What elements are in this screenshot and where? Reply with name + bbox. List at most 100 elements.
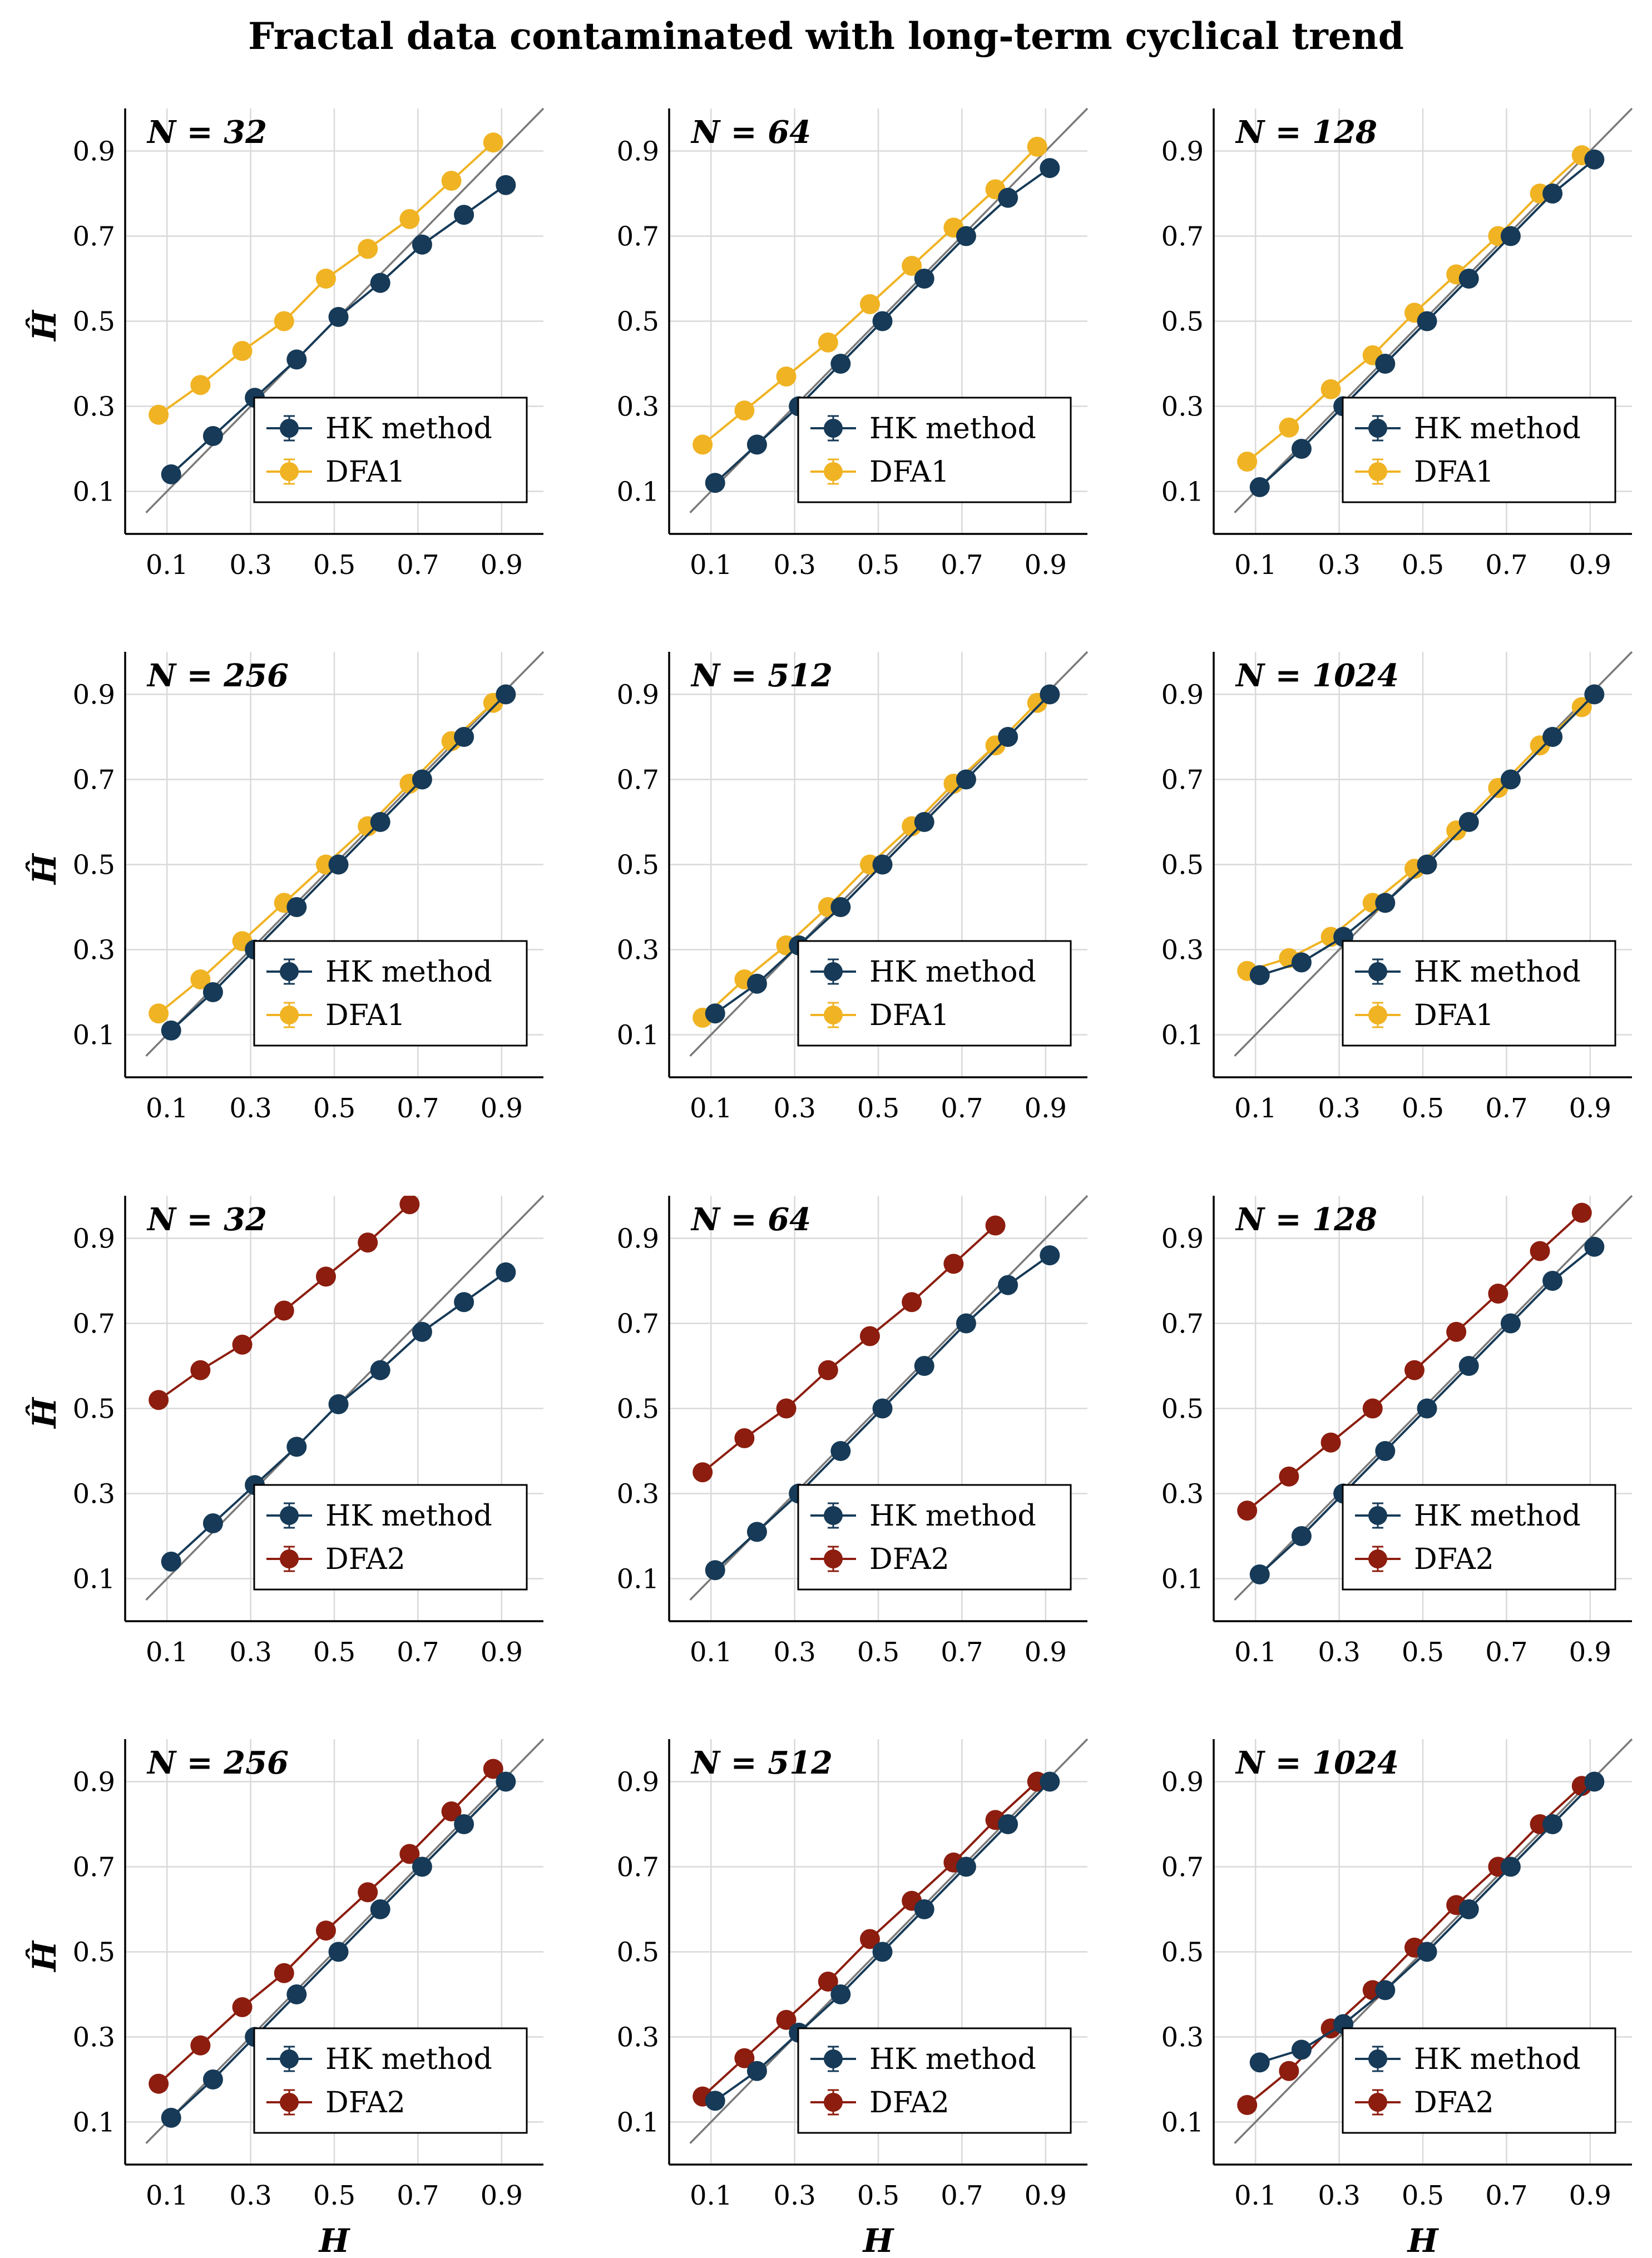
data-point	[286, 349, 307, 370]
legend-label: DFA1	[869, 999, 949, 1032]
data-point	[1291, 2039, 1312, 2060]
y-tick-label: 0.5	[1161, 850, 1204, 881]
legend-marker	[824, 2049, 843, 2068]
legend-label: HK method	[869, 1499, 1036, 1533]
data-point	[746, 434, 767, 455]
x-tick-label: 0.3	[1318, 2180, 1360, 2211]
y-tick-label: 0.1	[1161, 1020, 1204, 1051]
legend-label: DFA1	[325, 455, 405, 489]
data-point	[370, 812, 390, 832]
legend-box	[797, 397, 1072, 503]
y-tick-label: 0.7	[617, 1852, 659, 1883]
y-tick-label: 0.7	[73, 765, 115, 796]
y-tick-label: 0.5	[73, 850, 115, 881]
data-area	[693, 136, 1060, 493]
y-tick-label: 0.9	[617, 1224, 659, 1255]
data-point	[399, 1196, 420, 1215]
data-point	[830, 1984, 851, 2004]
data-point	[1237, 2094, 1258, 2115]
legend-marker	[1368, 962, 1387, 981]
data-point	[190, 2035, 211, 2056]
panel-5: 0.1 0.3 0.5 0.7 0.9 0.1 0.3 0.5 0.7 0.9 N = 512 HK …	[617, 651, 1089, 1124]
x-tick-label: 0.1	[690, 1093, 732, 1124]
y-tick-label: 0.9	[617, 136, 659, 167]
x-tick-label: 0.7	[1485, 549, 1527, 581]
x-tick-label: 0.1	[690, 2180, 732, 2211]
panel-grid: 0.1 0.3 0.5 0.7 0.9 0.1 0.3 0.5 0.7 0.9 N = 32 HK m…	[26, 107, 1633, 2258]
x-tick-label: 0.5	[1402, 2180, 1444, 2211]
data-point	[315, 269, 336, 289]
x-tick-label: 0.1	[146, 549, 188, 581]
x-tick-label: 0.5	[313, 1637, 355, 1668]
y-tick-label: 0.9	[617, 680, 659, 711]
data-point	[914, 269, 934, 289]
data-point	[1530, 1241, 1550, 1261]
data-point	[746, 973, 767, 994]
legend-label: DFA1	[325, 999, 405, 1032]
y-tick-label: 0.3	[73, 935, 115, 966]
data-point	[1446, 1321, 1467, 1342]
x-tick-label: 0.9	[481, 1093, 523, 1124]
data-point	[328, 1942, 349, 1962]
data-point	[1375, 893, 1396, 913]
data-point	[914, 1356, 934, 1376]
data-point	[1458, 1899, 1479, 1919]
y-tick-label: 0.1	[73, 1020, 115, 1051]
data-point	[1542, 1271, 1563, 1291]
y-tick-label: 0.7	[617, 1309, 659, 1340]
data-point	[274, 311, 294, 331]
data-point	[1458, 812, 1479, 832]
data-point	[902, 256, 922, 276]
data-area	[1237, 145, 1605, 497]
legend-marker	[280, 462, 299, 481]
y-tick-label: 0.9	[1161, 136, 1204, 167]
legend-marker	[280, 962, 299, 981]
y-tick-label: 0.5	[617, 306, 659, 338]
legend-label: HK method	[869, 412, 1036, 445]
x-tick-label: 0.9	[481, 549, 523, 581]
x-tick-label: 0.5	[313, 2180, 355, 2211]
identity-line	[1234, 1738, 1633, 2144]
panel-label: N = 64	[690, 114, 811, 151]
data-point	[1584, 684, 1605, 705]
y-tick-label: 0.7	[617, 765, 659, 796]
y-tick-label: 0.5	[73, 1394, 115, 1425]
x-tick-label: 0.3	[229, 1637, 271, 1668]
data-point	[818, 332, 838, 353]
data-point	[274, 1963, 294, 1983]
legend: HK method DFA2	[253, 1484, 528, 1591]
y-axis-label: Ĥ	[26, 309, 63, 342]
y-tick-label: 0.1	[617, 1020, 659, 1051]
y-tick-label: 0.3	[1161, 2022, 1204, 2053]
data-area	[149, 684, 516, 1041]
data-point	[370, 1899, 390, 1919]
y-tick-label: 0.1	[1161, 1564, 1204, 1595]
data-point	[412, 1856, 432, 1877]
data-point	[1291, 952, 1312, 973]
data-point	[818, 1360, 838, 1380]
legend-marker	[1368, 419, 1387, 438]
legend-label: DFA2	[1414, 2086, 1494, 2120]
legend: HK method DFA1	[1342, 397, 1616, 503]
legend-box	[253, 940, 528, 1047]
data-point	[859, 1326, 880, 1346]
x-tick-label: 0.5	[1402, 549, 1444, 581]
y-tick-label: 0.3	[617, 935, 659, 966]
y-tick-label: 0.5	[73, 306, 115, 338]
legend-label: DFA2	[325, 1543, 405, 1576]
legend-box	[797, 940, 1072, 1047]
y-tick-label: 0.9	[617, 1767, 659, 1798]
x-tick-label: 0.7	[1485, 1637, 1527, 1668]
legend-label: HK method	[1414, 955, 1581, 989]
x-tick-label: 0.1	[690, 1637, 732, 1668]
panel-label: N = 256	[146, 1745, 289, 1781]
panel-8: 0.1 0.3 0.5 0.7 0.9 0.1 0.3 0.5 0.7 0.9 N = 64 HK m…	[617, 1195, 1089, 1668]
y-tick-label: 0.3	[1161, 935, 1204, 966]
data-point	[872, 311, 893, 331]
panel-label: N = 1024	[1235, 1745, 1399, 1781]
y-tick-label: 0.1	[617, 2107, 659, 2138]
x-tick-label: 0.5	[857, 1637, 899, 1668]
data-area	[1237, 1771, 1605, 2115]
panel-7: 0.1 0.3 0.5 0.7 0.9 0.1 0.3 0.5 0.7 0.9 N = 32 HK m…	[26, 1195, 545, 1668]
